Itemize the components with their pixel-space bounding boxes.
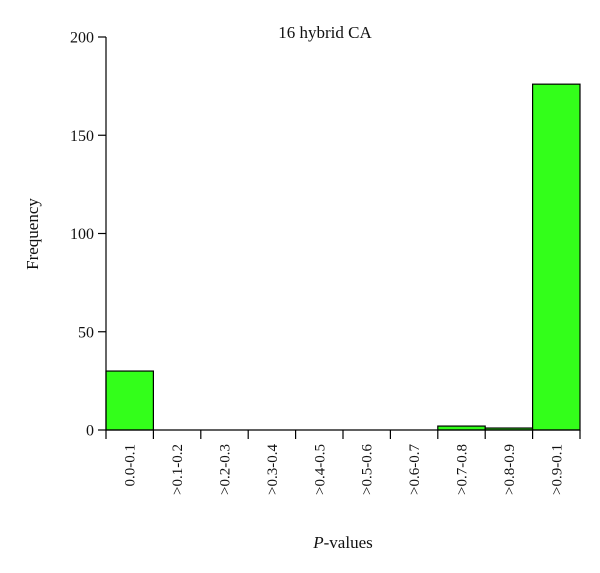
x-category-label-4: >0.4-0.5 bbox=[312, 444, 328, 495]
x-category-label-5: >0.5-0.6 bbox=[360, 444, 376, 495]
y-tick-label-2: 100 bbox=[70, 226, 94, 243]
bar-9 bbox=[531, 83, 581, 431]
y-axis-title: Frequency bbox=[23, 198, 42, 270]
bars-layer bbox=[105, 83, 581, 431]
x-category-label-0: 0.0-0.1 bbox=[123, 444, 139, 487]
bar-0 bbox=[105, 370, 155, 431]
y-tick-label-1: 50 bbox=[78, 324, 94, 341]
axes-layer: 0 50 100 150 200 0.0-0.1 >0.1-0.2 >0.2-0.3 >0.3-… bbox=[70, 30, 581, 495]
x-axis-title-rest: -values bbox=[324, 533, 373, 552]
x-category-label-9: >0.9-0.1 bbox=[549, 444, 565, 495]
y-tick-label-3: 150 bbox=[70, 128, 94, 145]
y-tick-label-0: 0 bbox=[86, 423, 94, 440]
y-tick-label-4: 200 bbox=[70, 30, 94, 47]
x-category-label-6: >0.6-0.7 bbox=[407, 444, 423, 495]
x-category-label-2: >0.2-0.3 bbox=[218, 444, 234, 495]
x-category-label-8: >0.8-0.9 bbox=[502, 444, 518, 495]
x-category-label-7: >0.7-0.8 bbox=[455, 444, 471, 495]
x-category-label-1: >0.1-0.2 bbox=[170, 444, 186, 495]
chart-title: 16 hybrid CA bbox=[278, 23, 372, 42]
x-axis-title-italic: P bbox=[312, 533, 323, 552]
x-axis-title: P-values bbox=[312, 533, 372, 552]
x-category-label-3: >0.3-0.4 bbox=[265, 444, 281, 495]
